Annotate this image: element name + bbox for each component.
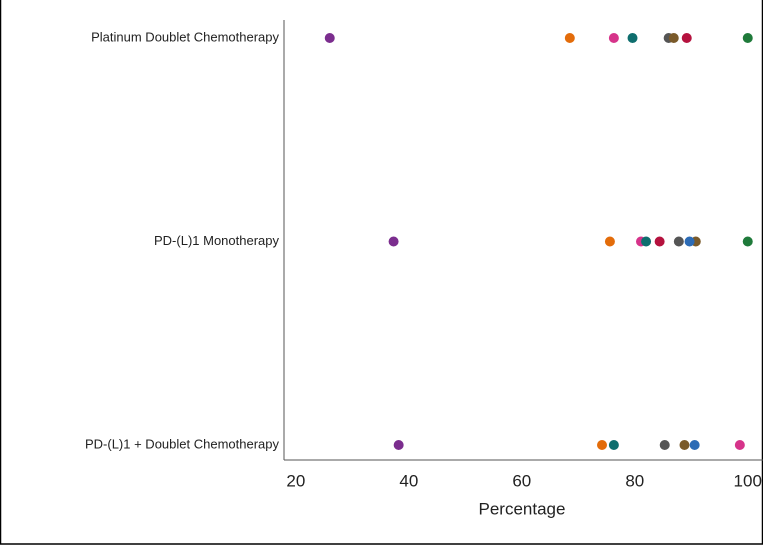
dot <box>564 33 575 43</box>
dot <box>654 236 665 247</box>
y-tick-label: PD-(L)1 + Doublet Chemotherapy <box>85 436 280 451</box>
x-tick-label: 60 <box>512 471 531 490</box>
x-tick-label: 80 <box>625 471 644 490</box>
y-tick-label: PD-(L)1 Monotherapy <box>154 233 279 248</box>
dot <box>608 440 619 450</box>
dot <box>734 440 745 450</box>
dot <box>608 33 619 43</box>
dot <box>627 33 638 43</box>
dot <box>604 236 615 247</box>
x-tick-label: 20 <box>286 471 305 490</box>
dot <box>742 236 753 247</box>
dot <box>689 440 700 450</box>
dot <box>597 440 608 450</box>
dot <box>659 440 670 450</box>
x-axis-label: Percentage <box>479 499 566 518</box>
dot <box>668 33 679 43</box>
dot <box>673 236 684 247</box>
x-tick-label: 40 <box>399 471 418 490</box>
x-tick-label: 100 <box>734 471 762 490</box>
dot <box>684 236 695 247</box>
dot <box>641 236 652 247</box>
dot <box>742 33 753 43</box>
dot <box>393 440 404 450</box>
dot <box>681 33 692 43</box>
dot <box>679 440 690 450</box>
y-tick-label: Platinum Doublet Chemotherapy <box>91 29 279 44</box>
dot <box>388 236 399 247</box>
dot <box>324 33 335 43</box>
